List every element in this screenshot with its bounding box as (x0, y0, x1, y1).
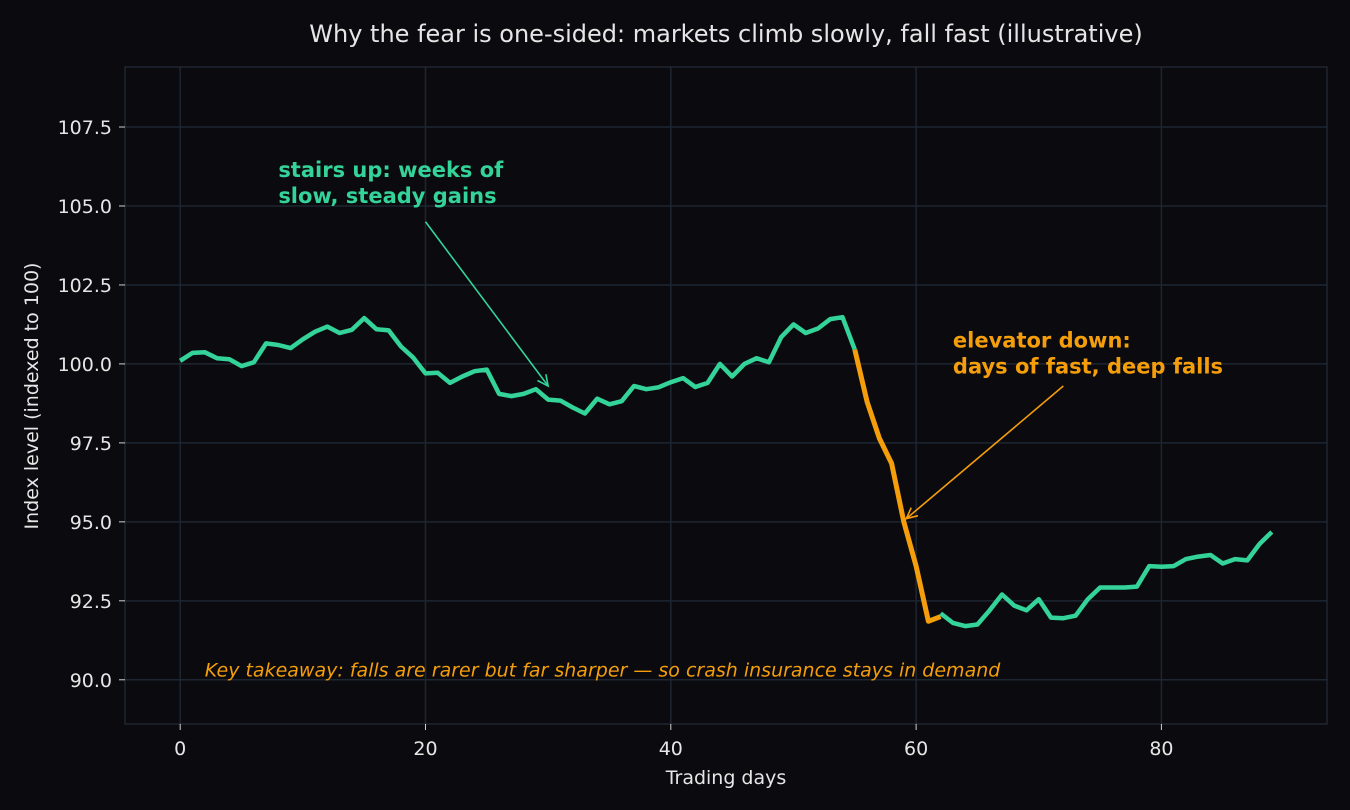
chart-title: Why the fear is one-sided: markets climb… (309, 20, 1142, 48)
y-tick-label: 105.0 (58, 196, 112, 218)
annotation-arrowhead-2 (904, 507, 919, 520)
x-tick-label: 60 (904, 738, 928, 760)
annotations: stairs up: weeks of slow, steady gains ele… (278, 158, 1223, 520)
y-tick-label: 92.5 (70, 591, 112, 613)
annotation-arrow-2 (905, 385, 1064, 520)
grid (125, 67, 1327, 724)
y-tick-label: 90.0 (70, 670, 112, 692)
y-axis-label: Index level (indexed to 100) (21, 263, 43, 530)
annotation-arrowhead-1 (537, 374, 550, 388)
y-axis-ticks: 90.0 92.5 95.0 97.5 100.0 102.5 105.0 107.5 (58, 117, 125, 692)
annotation-text-2: elevator down: days of fast, deep falls (953, 328, 1223, 378)
series-line-1 (178, 314, 857, 416)
x-axis-label: Trading days (665, 767, 787, 789)
y-tick-label: 100.0 (58, 354, 112, 376)
series-lines (178, 314, 1274, 629)
y-tick-label: 97.5 (70, 433, 112, 455)
plot-area (125, 67, 1327, 724)
x-tick-label: 0 (174, 738, 186, 760)
x-tick-label: 80 (1149, 738, 1173, 760)
x-tick-label: 20 (413, 738, 437, 760)
y-tick-label: 107.5 (58, 117, 112, 139)
x-tick-label: 40 (659, 738, 683, 760)
annotation-arrow-1 (424, 221, 549, 387)
series-line-3 (939, 530, 1274, 629)
x-axis-ticks: 0 20 40 60 80 (174, 724, 1174, 760)
annotation-text-1: stairs up: weeks of slow, steady gains (278, 158, 504, 208)
y-tick-label: 95.0 (70, 512, 112, 534)
takeaway-note: Key takeaway: falls are rarer but far sh… (205, 660, 1002, 682)
y-tick-label: 102.5 (58, 275, 112, 297)
plot-frame (124, 66, 1328, 725)
series-line-2 (852, 349, 942, 624)
